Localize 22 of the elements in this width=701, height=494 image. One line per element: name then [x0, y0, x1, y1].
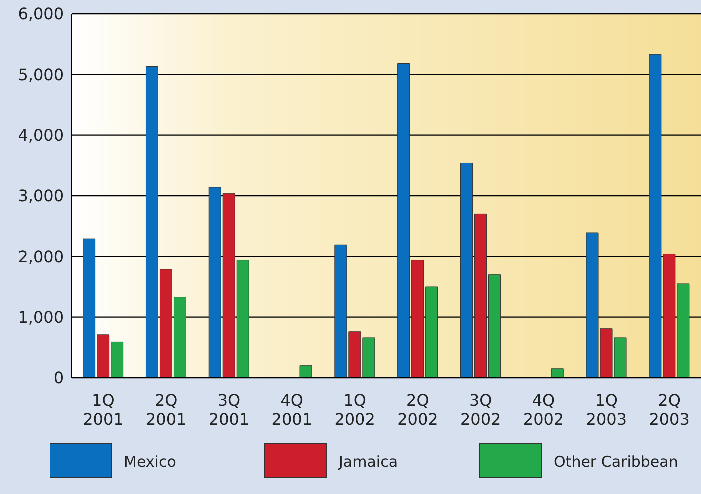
y-tick-label: 1,000 [18, 308, 64, 328]
x-tick-label: 2Q 2003 [649, 391, 690, 429]
y-tick-label: 3,000 [18, 186, 64, 206]
y-tick-label: 6,000 [18, 4, 64, 24]
x-tick-label: 1Q 2001 [83, 391, 124, 429]
legend-label: Other Caribbean [554, 453, 678, 471]
bar [551, 368, 564, 378]
y-tick-label: 4,000 [18, 126, 64, 146]
legend-label: Mexico [124, 453, 176, 471]
x-tick-label: 1Q 2003 [586, 391, 628, 429]
y-tick-label: 2,000 [18, 247, 64, 266]
x-tick-label: 3Q 2001 [208, 391, 250, 429]
x-tick-label: 2Q 2002 [398, 391, 438, 429]
x-tick-label: 4Q 2001 [272, 391, 313, 429]
y-tick-label: 5,000 [18, 65, 64, 84]
x-tick-label: 3Q 2002 [460, 391, 502, 429]
x-tick-label: 4Q 2002 [523, 391, 564, 429]
x-tick-label: 2Q 2001 [146, 391, 187, 429]
x-tick-label: 1Q 2002 [334, 391, 376, 429]
y-tick-label: 0 [54, 368, 64, 388]
bar [300, 366, 312, 378]
legend-label: Jamaica [338, 453, 398, 471]
